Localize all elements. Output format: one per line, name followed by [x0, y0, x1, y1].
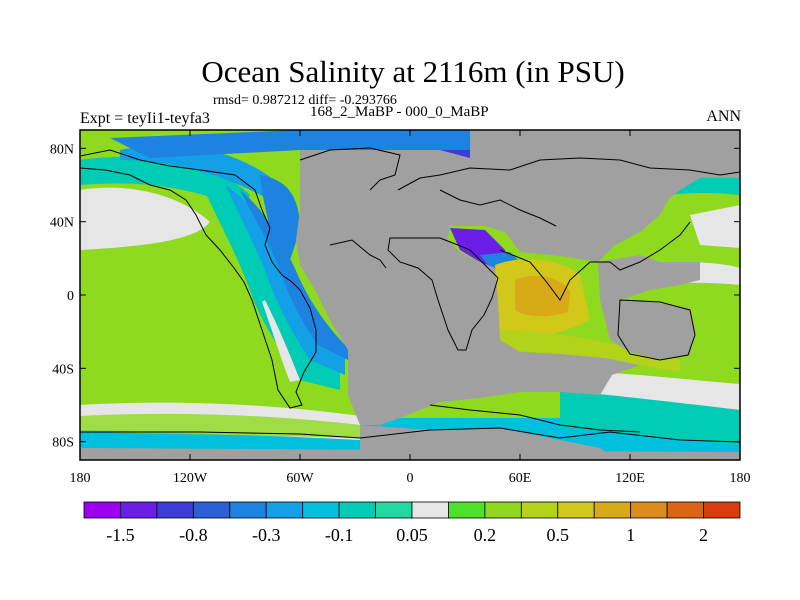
latitude-axis: 80N 40N 0 40S 80S — [50, 142, 740, 451]
colorbar-swatch — [448, 501, 486, 519]
period-label: 168_2_MaBP - 000_0_MaBP — [310, 104, 489, 120]
colorbar-label: 0.05 — [396, 525, 428, 545]
colorbar-swatch — [120, 501, 158, 519]
lon-tick-label: 60W — [286, 471, 314, 486]
southern-indian-cyan — [560, 390, 740, 445]
colorbar-label: 0.5 — [547, 525, 570, 545]
east-pacific-plume-inner — [240, 190, 348, 360]
colorbar-swatch — [83, 501, 121, 519]
lon-tick-label: 60E — [509, 471, 532, 486]
colorbar-swatch — [192, 501, 231, 519]
colorbar-swatch — [520, 501, 559, 519]
lon-tick-label: 120W — [173, 471, 208, 486]
coastline-overlay — [80, 147, 740, 443]
colorbar-swatch — [302, 501, 340, 519]
east-asia-block — [598, 255, 700, 300]
experiment-label: Expt = teyIi1-teyfa3 — [80, 110, 210, 127]
north-pacific-blue — [120, 145, 280, 200]
lat-tick-label: 40N — [50, 216, 74, 231]
colorbar-label: -0.1 — [325, 525, 354, 545]
lon-tick-label: 180 — [70, 471, 91, 486]
colorbar-swatch — [703, 501, 741, 519]
colorbar: -1.5 -0.8 -0.3 -0.1 0.05 0.2 0.5 1 2 — [83, 501, 741, 545]
map-title: Ocean Salinity at 2116m (in PSU) — [201, 54, 625, 89]
colorbar-swatch — [411, 501, 449, 519]
colorbar-label: -0.3 — [252, 525, 281, 545]
indian-ocean-yellow-green — [500, 330, 680, 372]
colorbar-label: -1.5 — [106, 525, 135, 545]
colorbar-swatch — [229, 501, 267, 519]
lon-tick-label: 0 — [407, 471, 414, 486]
colorbar-label: 0.2 — [474, 525, 497, 545]
stats-label: rmsd= 0.987212 diff= -0.293766 — [213, 93, 397, 108]
colorbar-label: 1 — [626, 525, 635, 545]
colorbar-label: -0.8 — [179, 525, 208, 545]
indian-ocean-amber — [515, 276, 570, 317]
longitude-axis: 180 120W 60W 0 60E 120E 180 — [70, 130, 751, 486]
colorbar-label: 2 — [699, 525, 708, 545]
lat-tick-label: 80S — [52, 436, 74, 451]
colorbar-swatch — [484, 501, 522, 519]
lat-tick-label: 80N — [50, 142, 74, 157]
lat-tick-label: 40S — [52, 362, 74, 377]
north-atlantic-blue — [260, 175, 300, 260]
lon-tick-label: 180 — [730, 471, 751, 486]
north-pacific-white — [80, 187, 210, 250]
east-tethys-white-2 — [690, 205, 740, 248]
lat-tick-label: 0 — [67, 289, 74, 304]
colorbar-swatch — [557, 501, 595, 519]
lon-tick-label: 120E — [615, 471, 645, 486]
colorbar-swatch — [630, 501, 668, 519]
colorbar-swatch — [265, 501, 304, 519]
colorbar-swatch — [156, 501, 194, 519]
pangaea-landmass — [296, 130, 740, 425]
colorbar-swatch — [375, 501, 413, 519]
colorbar-swatch — [666, 501, 704, 519]
east-pacific-white-sliver — [262, 300, 300, 382]
colorbar-swatch — [593, 501, 632, 519]
season-label: ANN — [706, 108, 741, 125]
colorbar-swatch — [338, 501, 376, 519]
